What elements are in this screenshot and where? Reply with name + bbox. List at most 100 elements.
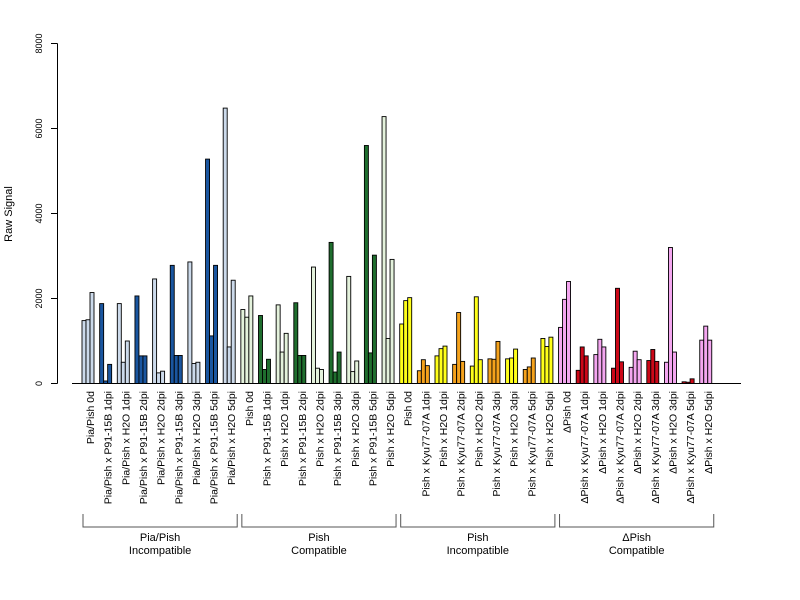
bar [156,372,162,384]
bar [116,303,122,384]
bar [367,352,373,384]
group-bracket [559,514,715,528]
bar [248,295,254,384]
x-tick-label: Pish x H2O 5dpi [544,391,556,467]
bar [628,366,634,384]
bar [213,264,219,384]
group-label: Pish [467,532,488,544]
bar [456,312,462,384]
x-tick-label: Pish x H2O 3dpi [350,391,362,467]
group-bracket [400,514,556,528]
bar [442,345,448,384]
bar [664,361,669,384]
bar [297,355,303,384]
x-tick-label: Pia/Pish x P91-15B 5dpi [209,391,221,504]
bar [381,116,387,384]
bar [120,361,126,384]
bar [619,361,624,384]
x-tick-label: Pish x H2O 2dpi [473,391,485,467]
bar [124,340,130,384]
x-tick-label: Pish x Kyu77-07A 2dpi [456,391,468,497]
x-tick-label: ΔPish x Kyu77-07A 1dpi [579,391,591,504]
bar [328,241,334,384]
bar [513,348,519,384]
bar [346,275,352,384]
bar [293,302,299,384]
y-tick-label: 8000 [34,33,44,53]
bar [654,360,660,384]
group-label: Pia/Pish [140,532,180,544]
x-tick-label: Pia/Pish x H2O 3dpi [191,391,203,485]
bar [363,145,369,384]
bar [703,325,709,384]
bar [266,358,271,384]
x-tick-label: Pia/Pish x H2O 2dpi [156,391,168,485]
group-sublabel: Compatible [609,545,665,557]
x-tick-label: Pish x H2O 5dpi [385,391,397,467]
bar [191,363,197,384]
x-tick-label: ΔPish x H2O 1dpi [597,391,609,474]
group-sublabel: Incompatible [129,545,191,557]
x-tick-label: ΔPish x Kyu77-07A 3dpi [650,391,662,504]
bar [487,358,493,384]
bars [81,107,713,384]
bar [244,316,250,384]
group-bracket [241,514,397,528]
bar [226,346,232,384]
bar [187,261,193,384]
x-tick-label: Pish x P91-15B 2dpi [297,391,309,486]
bar [477,359,483,384]
bar [540,338,546,384]
y-tick-label: 6000 [34,118,44,138]
bar [350,371,356,384]
bar [315,367,320,384]
bar [597,338,603,384]
bar [593,354,599,384]
group-sublabel: Incompatible [447,545,509,557]
bar [258,315,263,384]
group-label: ΔPish [622,532,651,544]
bar [173,355,179,384]
bar [505,358,511,384]
bar [646,360,652,384]
bar [699,339,705,384]
bar [611,367,616,384]
x-tick-label: ΔPish x H2O 5dpi [703,391,715,474]
bar [240,309,246,384]
bar [438,348,444,384]
bar [336,351,342,384]
x-tick-label: Pish 0d [403,391,415,426]
x-tick-label: ΔPish x Kyu77-07A 5dpi [685,391,697,504]
bar [407,297,413,384]
bar [371,254,377,384]
bar [222,107,228,384]
bar [509,357,515,384]
bar [385,338,391,384]
bar [354,360,360,384]
y-tick-label: 2000 [34,288,44,308]
bar [416,370,422,384]
bar [205,158,211,384]
bar [279,351,285,384]
bar [195,361,201,384]
bar [160,370,166,384]
bar [566,281,571,384]
bar [262,369,267,384]
x-tick-label: Pish x Kyu77-07A 1dpi [420,391,432,497]
bar [562,298,567,384]
group-bracket [82,514,238,528]
bar [99,303,105,384]
bar [403,300,409,384]
bar [85,319,91,384]
x-tick-label: Pish x H2O 3dpi [509,391,521,467]
bar [636,359,642,384]
bar [526,366,532,384]
bar [452,363,458,384]
bar [615,287,620,384]
bar [311,266,316,384]
x-tick-label: Pia/Pish x H2O 1dpi [120,391,132,485]
x-tick-label: Pish x Kyu77-07A 5dpi [526,391,538,497]
group-sublabel: Compatible [291,545,347,557]
bar [209,335,215,384]
x-tick-label: Pia/Pish x P91-15B 2dpi [138,391,150,504]
